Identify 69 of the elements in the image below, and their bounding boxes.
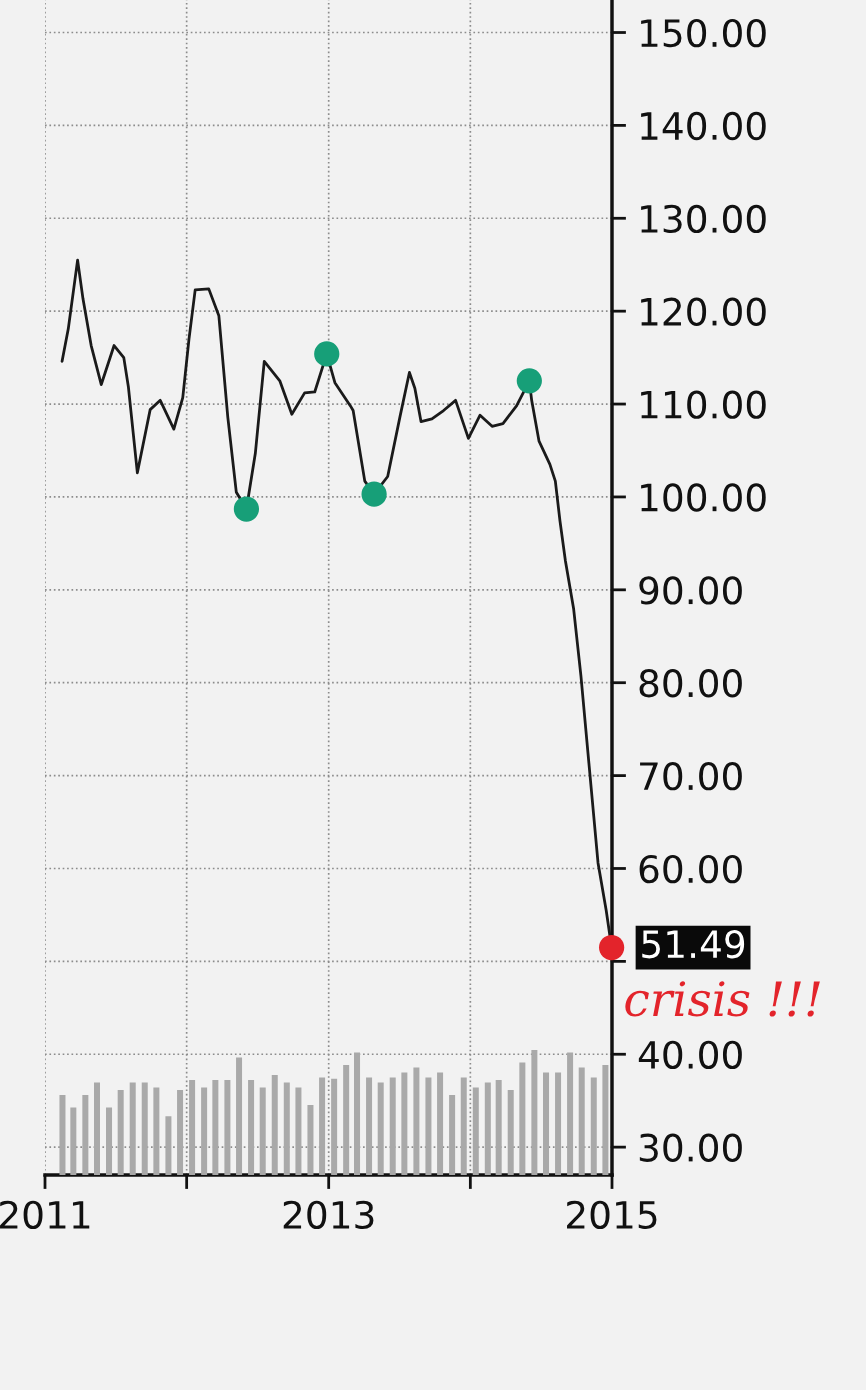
y-tick-label: 70.00: [640, 762, 742, 791]
bar: [495, 1080, 502, 1175]
y-tick-label: 30.00: [639, 1133, 742, 1162]
bar: [437, 1072, 444, 1175]
bar: [70, 1107, 77, 1175]
bar: [354, 1052, 361, 1175]
bar: [507, 1090, 514, 1175]
bar: [165, 1116, 172, 1175]
point: [314, 341, 340, 367]
bar: [307, 1105, 314, 1175]
bar: [449, 1095, 456, 1175]
bar: [590, 1077, 597, 1175]
bar: [602, 1065, 609, 1175]
y-tick-label: 40.00: [638, 1040, 742, 1070]
bar: [106, 1107, 113, 1175]
bar: [153, 1087, 160, 1175]
y-tick-label: 150.00: [641, 18, 766, 48]
y-tick-label: 110.00: [641, 390, 766, 419]
y-tick-label: 120.00: [641, 297, 766, 326]
bar: [259, 1087, 266, 1175]
bar: [425, 1077, 432, 1175]
y-tick-label: 60.00: [639, 854, 742, 884]
bar: [59, 1095, 66, 1175]
bar: [224, 1080, 231, 1175]
bar: [413, 1067, 420, 1175]
point: [233, 496, 260, 522]
bar: [578, 1067, 585, 1175]
bar: [189, 1080, 196, 1175]
text: crisis !!!: [625, 981, 820, 1017]
y-tick-label: 130.00: [641, 204, 766, 234]
x-tick-label: 2015: [567, 1200, 657, 1230]
bar: [567, 1052, 574, 1175]
bar: [389, 1077, 396, 1175]
bar: [377, 1082, 384, 1175]
bar: [271, 1075, 278, 1175]
annotation: 51.49: [642, 930, 745, 959]
y-tick-label: 80.00: [639, 669, 742, 698]
bar: [141, 1082, 148, 1175]
point: [516, 368, 542, 394]
bar: [343, 1065, 350, 1175]
bar: [401, 1072, 408, 1175]
bar: [94, 1082, 101, 1175]
point: [599, 934, 625, 961]
bar: [460, 1077, 467, 1175]
bar: [201, 1087, 208, 1175]
bar: [519, 1062, 526, 1175]
bar: [331, 1078, 338, 1175]
bar: [319, 1077, 326, 1175]
y-tick-label: 90.00: [639, 576, 742, 605]
x-tick-label: 2013: [283, 1200, 374, 1230]
y-tick-label: 140.00: [641, 111, 766, 141]
bar: [248, 1080, 255, 1175]
bar: [295, 1087, 302, 1175]
bar: [129, 1082, 136, 1175]
bar: [117, 1090, 124, 1175]
bar: [82, 1095, 89, 1175]
bar: [212, 1080, 219, 1175]
bar: [236, 1057, 243, 1175]
bar: [555, 1072, 562, 1175]
bar: [484, 1082, 491, 1175]
y-tick-label: 100.00: [641, 483, 766, 512]
x-tick-label: 2011: [0, 1200, 90, 1230]
bar: [543, 1072, 550, 1175]
bar: [366, 1077, 373, 1175]
bar: [283, 1082, 290, 1175]
bar: [531, 1050, 538, 1175]
bar: [177, 1090, 184, 1175]
bar: [472, 1087, 479, 1175]
point: [361, 481, 387, 507]
